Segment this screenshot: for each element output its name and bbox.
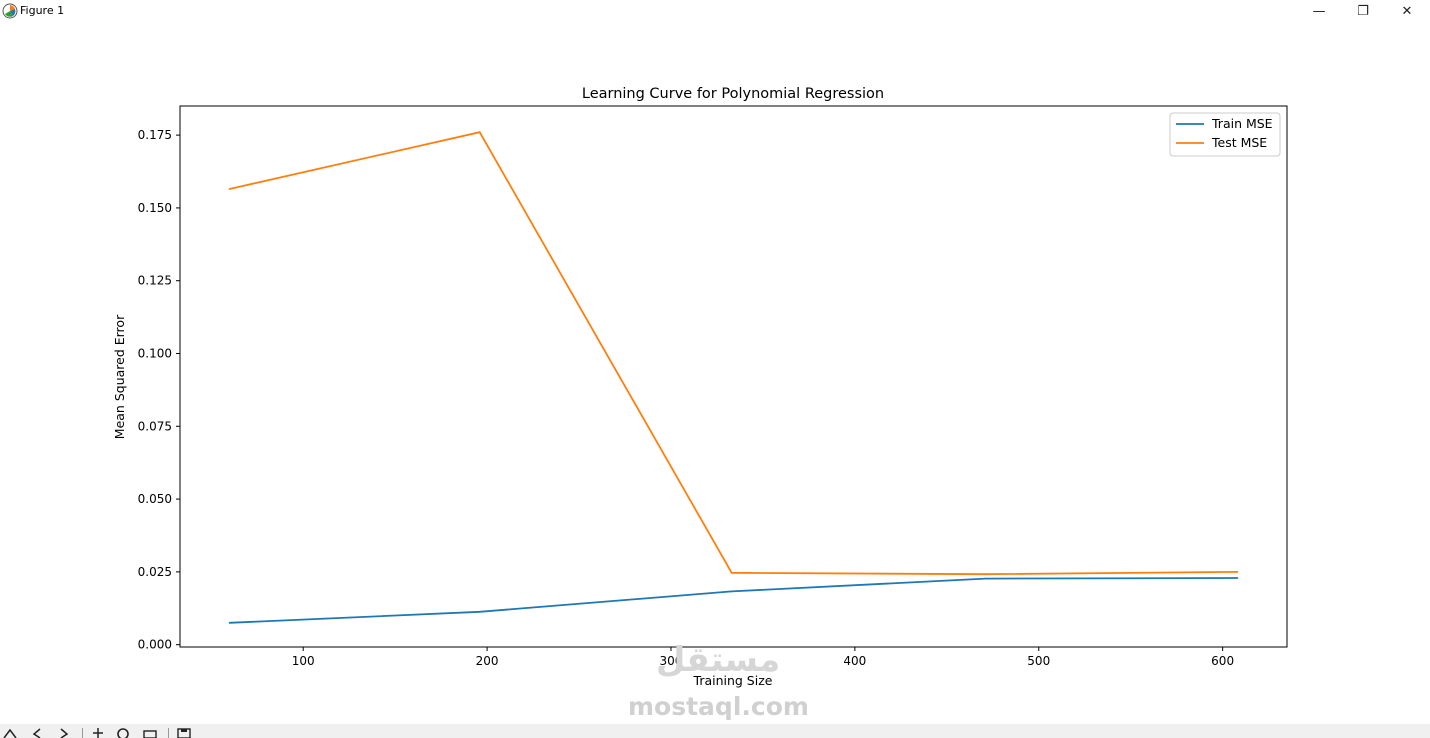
minimize-icon: —: [1312, 3, 1326, 19]
restore-icon: ❐: [1357, 3, 1369, 19]
data-point: [1236, 571, 1239, 573]
close-button[interactable]: ✕: [1385, 0, 1429, 22]
back-icon[interactable]: [30, 728, 46, 738]
matplotlib-icon: [2, 3, 18, 19]
toolbar-separator: [168, 728, 169, 738]
x-axis-label: Training Size: [693, 673, 773, 688]
y-tick-label: 0.050: [138, 492, 172, 506]
series-line-train-mse: [229, 577, 1238, 624]
home-icon[interactable]: [2, 728, 18, 738]
figure-canvas: Learning Curve for Polynomial Regression…: [0, 22, 1430, 724]
series-line-test-mse: [229, 131, 1238, 576]
y-axis-label: Mean Squared Error: [112, 314, 127, 439]
x-tick-label: 500: [1027, 654, 1050, 668]
y-tick-label: 0.100: [138, 346, 172, 360]
x-tick-label: 600: [1211, 654, 1234, 668]
save-icon[interactable]: [176, 728, 192, 738]
forward-icon[interactable]: [56, 728, 72, 738]
data-point: [1236, 577, 1239, 579]
configure-icon[interactable]: [142, 728, 158, 738]
y-tick-label: 0.150: [138, 201, 172, 215]
chart-title: Learning Curve for Polynomial Regression: [582, 86, 884, 102]
pan-icon[interactable]: [90, 728, 106, 738]
watermark-text: mostaql.com: [628, 692, 809, 721]
legend-label-test: Test MSE: [1211, 135, 1267, 150]
x-tick-label: 300: [660, 654, 683, 668]
y-tick-label: 0.025: [138, 565, 172, 579]
learning-curve-chart: Learning Curve for Polynomial Regression…: [112, 86, 1288, 688]
x-tick-label: 100: [292, 654, 315, 668]
data-point: [228, 621, 231, 624]
watermark-logo: مستقل: [655, 640, 781, 680]
y-tick-label: 0.000: [138, 638, 172, 652]
watermark: مستقل mostaql.com: [628, 640, 809, 724]
legend: Train MSE Test MSE: [1169, 112, 1281, 157]
minimize-button[interactable]: —: [1297, 0, 1341, 22]
x-tick-label: 200: [476, 654, 499, 668]
restore-button[interactable]: ❐: [1341, 0, 1385, 22]
figure-toolbar: [0, 724, 1430, 738]
y-tick-label: 0.075: [138, 419, 172, 433]
toolbar-separator: [82, 728, 83, 738]
data-point: [730, 590, 733, 593]
axes-frame: [179, 105, 1288, 648]
data-point: [730, 571, 733, 574]
data-point: [478, 610, 481, 613]
y-tick-label: 0.175: [138, 128, 172, 142]
legend-label-train: Train MSE: [1211, 116, 1273, 131]
x-tick-label: 400: [843, 654, 866, 668]
y-tick-label: 0.125: [138, 274, 172, 288]
zoom-icon[interactable]: [115, 728, 131, 738]
window-titlebar: Figure 1 — ❐ ✕: [0, 0, 1430, 22]
data-point: [984, 577, 987, 580]
data-point: [478, 131, 481, 134]
window-title: Figure 1: [20, 4, 65, 17]
close-icon: ✕: [1401, 3, 1413, 19]
data-point: [228, 188, 231, 190]
data-point: [984, 573, 987, 576]
